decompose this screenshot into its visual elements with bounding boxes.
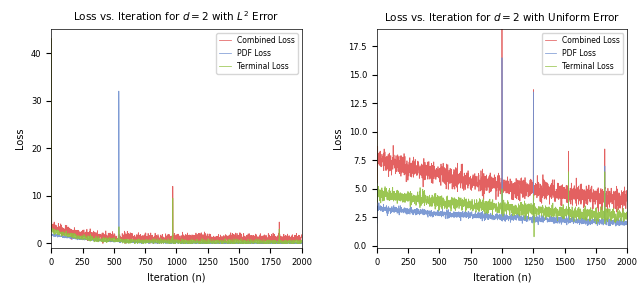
Line: Combined Loss: Combined Loss: [51, 39, 301, 244]
Combined Loss: [244, 237, 252, 241]
Y-axis label: Loss: Loss: [15, 128, 26, 150]
Legend: Combined Loss, PDF Loss, Terminal Loss: Combined Loss, PDF Loss, Terminal Loss: [542, 33, 623, 74]
Combined Loss: [47, 37, 55, 41]
Combined Loss: [604, 211, 611, 214]
Combined Loss: [570, 196, 578, 199]
X-axis label: Iteration (n): Iteration (n): [473, 272, 531, 282]
Combined Loss: [616, 201, 624, 204]
Terminal Loss: [298, 241, 305, 244]
Line: PDF Loss: PDF Loss: [377, 58, 627, 226]
PDF Loss: [245, 241, 253, 244]
PDF Loss: [298, 242, 305, 245]
Terminal Loss: [121, 242, 129, 245]
PDF Loss: [115, 89, 123, 93]
PDF Loss: [612, 224, 620, 228]
Title: Loss vs. Iteration for $d = 2$ with Uniform Error: Loss vs. Iteration for $d = 2$ with Unif…: [384, 11, 620, 23]
Combined Loss: [170, 235, 177, 239]
PDF Loss: [570, 219, 578, 223]
Terminal Loss: [530, 235, 538, 239]
Y-axis label: Loss: Loss: [333, 128, 343, 150]
Line: Terminal Loss: Terminal Loss: [377, 132, 627, 237]
PDF Loss: [623, 222, 631, 226]
Terminal Loss: [60, 231, 68, 235]
Combined Loss: [99, 242, 107, 245]
PDF Loss: [47, 232, 55, 236]
Legend: Combined Loss, PDF Loss, Terminal Loss: Combined Loss, PDF Loss, Terminal Loss: [216, 33, 298, 74]
PDF Loss: [386, 208, 394, 212]
Combined Loss: [616, 206, 624, 210]
PDF Loss: [163, 241, 170, 244]
Combined Loss: [298, 233, 305, 236]
PDF Loss: [495, 215, 502, 218]
Terminal Loss: [495, 204, 502, 208]
Combined Loss: [291, 236, 298, 239]
Combined Loss: [386, 159, 394, 162]
Terminal Loss: [373, 130, 381, 134]
PDF Loss: [373, 221, 381, 225]
Combined Loss: [488, 177, 496, 181]
Combined Loss: [623, 191, 631, 194]
Terminal Loss: [488, 207, 496, 211]
Terminal Loss: [386, 192, 394, 195]
Title: Loss vs. Iteration for $d = 2$ with $L^2$ Error: Loss vs. Iteration for $d = 2$ with $L^2…: [73, 9, 280, 23]
Terminal Loss: [47, 37, 55, 41]
Combined Loss: [60, 231, 68, 234]
Terminal Loss: [291, 241, 298, 244]
Terminal Loss: [623, 212, 631, 216]
PDF Loss: [291, 240, 298, 244]
PDF Loss: [138, 242, 145, 245]
Combined Loss: [163, 238, 170, 241]
PDF Loss: [60, 235, 68, 238]
Terminal Loss: [291, 240, 298, 244]
PDF Loss: [616, 221, 624, 225]
Line: Combined Loss: Combined Loss: [377, 29, 627, 212]
Combined Loss: [495, 171, 502, 175]
PDF Loss: [170, 239, 177, 243]
Terminal Loss: [616, 215, 624, 218]
Terminal Loss: [170, 241, 177, 244]
PDF Loss: [291, 241, 298, 245]
PDF Loss: [488, 215, 496, 219]
Terminal Loss: [616, 210, 624, 213]
PDF Loss: [616, 217, 624, 220]
Terminal Loss: [163, 239, 170, 243]
Line: Terminal Loss: Terminal Loss: [51, 39, 301, 244]
Combined Loss: [373, 107, 381, 111]
Line: PDF Loss: PDF Loss: [51, 91, 301, 244]
X-axis label: Iteration (n): Iteration (n): [147, 272, 205, 282]
Terminal Loss: [570, 210, 578, 214]
Combined Loss: [498, 27, 506, 31]
PDF Loss: [498, 56, 506, 60]
Combined Loss: [291, 234, 298, 237]
Terminal Loss: [244, 241, 252, 244]
